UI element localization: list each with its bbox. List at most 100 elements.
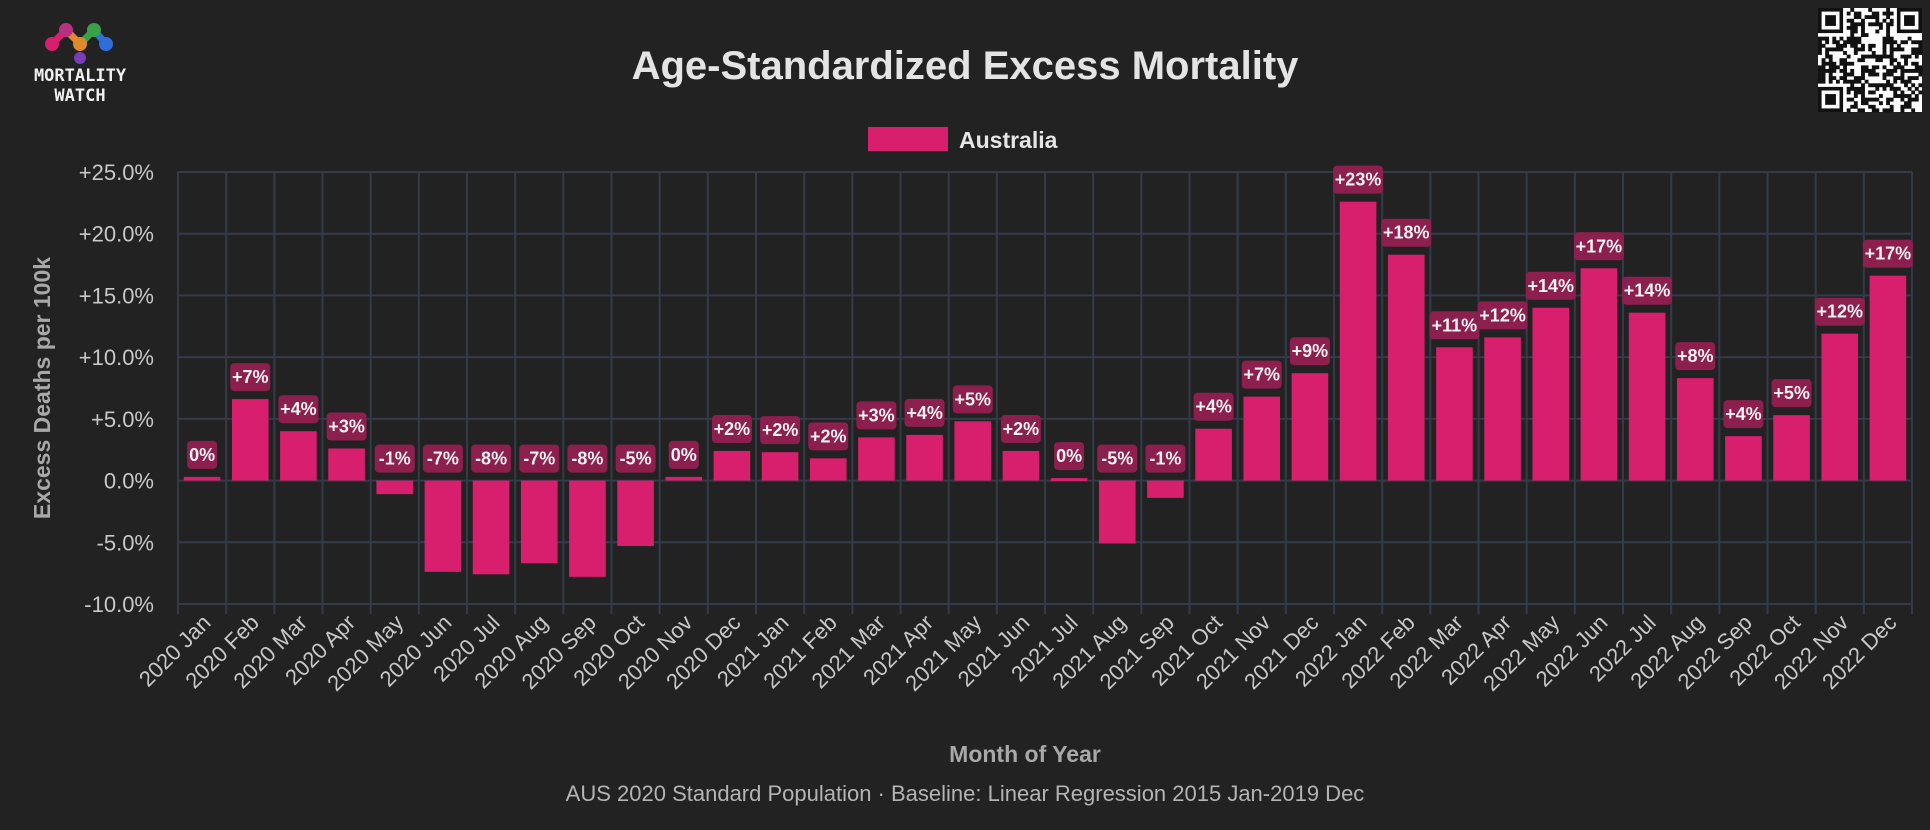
data-label-box [567, 444, 608, 473]
bar [328, 448, 365, 481]
bar [1050, 478, 1088, 482]
data-label: +9% [1292, 341, 1329, 361]
bar [520, 480, 558, 564]
data-label-box [326, 412, 367, 441]
data-label: +4% [1725, 404, 1762, 424]
y-tick-label: -5.0% [97, 530, 154, 555]
data-label-box [760, 416, 801, 445]
data-label: +4% [906, 403, 943, 423]
data-label: +12% [1816, 302, 1863, 322]
data-label: -5% [1101, 449, 1133, 469]
data-label: +14% [1624, 281, 1671, 301]
bar [617, 480, 654, 546]
data-labels: 0% +7% +4% +3% -1% -7% -8% -7% -8% -5% 0% +2% +2% +2%… [187, 165, 1913, 473]
data-label: +8% [1677, 346, 1714, 366]
data-label: -5% [620, 449, 652, 469]
y-tick-label: 0.0% [104, 469, 154, 494]
data-label-box [711, 414, 752, 443]
data-label: -1% [1149, 449, 1181, 469]
y-axis: +25.0% +20.0% +15.0% +10.0% +5.0% 0.0% -5.0% -1… [79, 160, 154, 617]
data-label-box [615, 444, 656, 473]
y-tick-label: -10.0% [84, 592, 154, 617]
y-tick-label: +20.0% [79, 222, 154, 247]
bar [231, 399, 269, 481]
data-label-box [1429, 311, 1480, 340]
bar [954, 421, 992, 481]
data-label: +17% [1576, 236, 1623, 256]
bar [858, 437, 895, 481]
bar [1580, 268, 1618, 481]
bar [1243, 396, 1281, 481]
data-label-box [1381, 218, 1432, 247]
data-label-box [904, 398, 945, 427]
bar [713, 450, 751, 481]
y-tick-label: +10.0% [79, 345, 154, 370]
bar [1869, 275, 1907, 481]
data-label-box [1525, 271, 1576, 300]
bar [472, 480, 510, 575]
bar [1339, 201, 1377, 481]
data-label-box [1333, 165, 1384, 194]
data-label: +4% [280, 399, 317, 419]
bars [183, 201, 1907, 577]
data-label-box [668, 440, 699, 469]
data-label-box [1573, 232, 1624, 261]
bar [1098, 480, 1136, 544]
data-label-box [1097, 444, 1138, 473]
legend-swatch [868, 127, 948, 151]
bar [1291, 373, 1329, 481]
y-tick-label: +5.0% [91, 407, 154, 432]
logo-network-icon [45, 23, 113, 64]
qr-code-icon [1818, 8, 1923, 113]
data-label-box [278, 395, 319, 424]
y-axis-label: Excess Deaths per 100k [29, 257, 55, 519]
y-tick-label: +25.0% [79, 160, 154, 185]
bar [906, 434, 943, 481]
bar [1676, 378, 1714, 481]
data-label: -8% [571, 449, 603, 469]
y-tick-label: +15.0% [79, 283, 154, 308]
bar [1436, 347, 1473, 481]
data-label: -1% [379, 449, 411, 469]
chart-title: Age-Standardized Excess Mortality [632, 44, 1300, 88]
data-label-box [374, 444, 415, 473]
data-label-box [1145, 444, 1186, 473]
data-label: +2% [762, 420, 799, 440]
data-label-box [230, 363, 271, 392]
data-label-box [1771, 379, 1812, 408]
data-label-box [1477, 301, 1528, 330]
data-label: -7% [427, 449, 459, 469]
data-label-box [856, 401, 897, 430]
data-label-box [187, 440, 218, 469]
mortality-watch-logo: MORTALITY WATCH [34, 23, 127, 106]
data-label: +5% [954, 389, 991, 409]
bar [1725, 436, 1762, 481]
bar [1773, 415, 1810, 481]
data-label: +23% [1335, 170, 1382, 190]
bar [1821, 333, 1859, 481]
data-label: -7% [523, 449, 555, 469]
data-label: +5% [1773, 383, 1810, 403]
bar [809, 458, 847, 481]
bar [280, 431, 317, 481]
logo-text-line1: MORTALITY [34, 66, 127, 86]
grid [177, 171, 1913, 614]
data-label: +18% [1383, 223, 1430, 243]
data-label: +14% [1527, 276, 1574, 296]
data-label-box [1000, 414, 1041, 443]
legend[interactable]: Australia [868, 127, 1058, 153]
data-label: +4% [1195, 397, 1232, 417]
data-label-box [471, 444, 512, 473]
data-label: 0% [671, 445, 697, 465]
data-label: +11% [1432, 315, 1478, 335]
x-axis-label: Month of Year [949, 741, 1101, 767]
bar [376, 480, 414, 495]
data-label-box [1289, 337, 1330, 366]
data-label: +3% [328, 416, 365, 436]
data-label: +7% [232, 367, 269, 387]
bar [1002, 450, 1040, 481]
data-label: 0% [189, 445, 215, 465]
data-label-box [1814, 297, 1865, 326]
